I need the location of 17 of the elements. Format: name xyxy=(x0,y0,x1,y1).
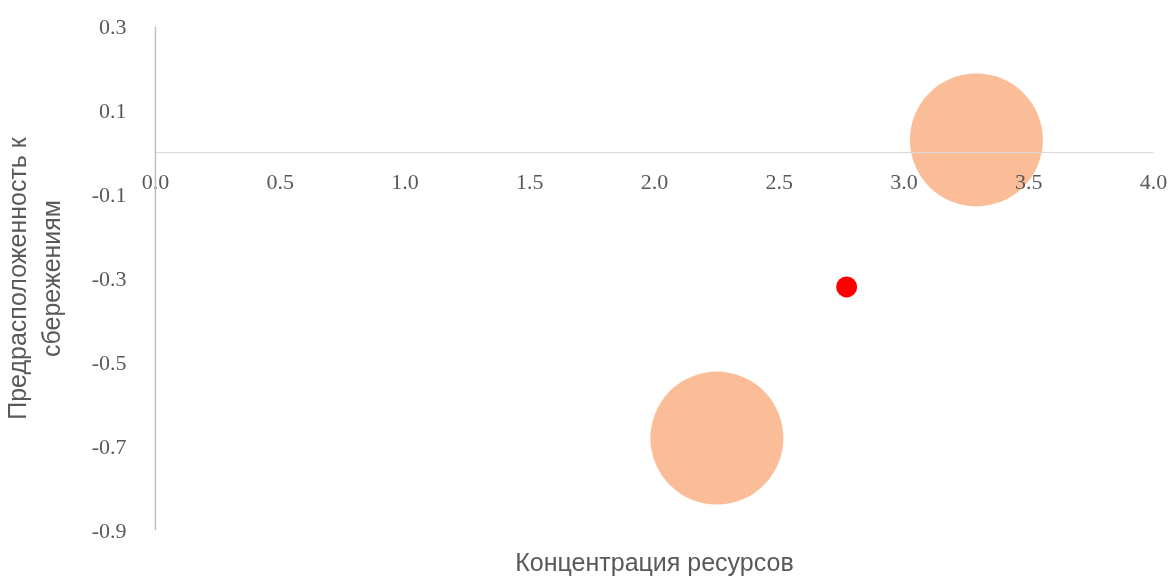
y-axis-title: Предрасположенность к сбережениям xyxy=(3,136,65,420)
y-tick-label: -0.1 xyxy=(91,181,127,207)
x-tick-label: 3.0 xyxy=(890,168,918,194)
y-tick-label: -0.9 xyxy=(91,517,127,543)
y-tick-label: -0.5 xyxy=(91,349,127,375)
x-tick-label: 0.0 xyxy=(141,168,170,194)
x-tick-label: 0.5 xyxy=(266,168,294,194)
x-tick-label: 1.5 xyxy=(515,168,544,194)
y-tick-label: -0.3 xyxy=(91,265,127,291)
x-tick-label: 2.5 xyxy=(765,168,794,194)
y-tick-label: -0.7 xyxy=(91,433,127,459)
y-tick-label: 0.1 xyxy=(99,97,127,123)
y-tick-label: 0.3 xyxy=(99,13,127,39)
x-tick-label: 2.0 xyxy=(640,168,669,194)
x-axis-title: Концентрация ресурсов xyxy=(515,547,794,576)
x-tick-label: 1.0 xyxy=(391,168,419,194)
x-tick-label: 4.0 xyxy=(1139,168,1168,194)
